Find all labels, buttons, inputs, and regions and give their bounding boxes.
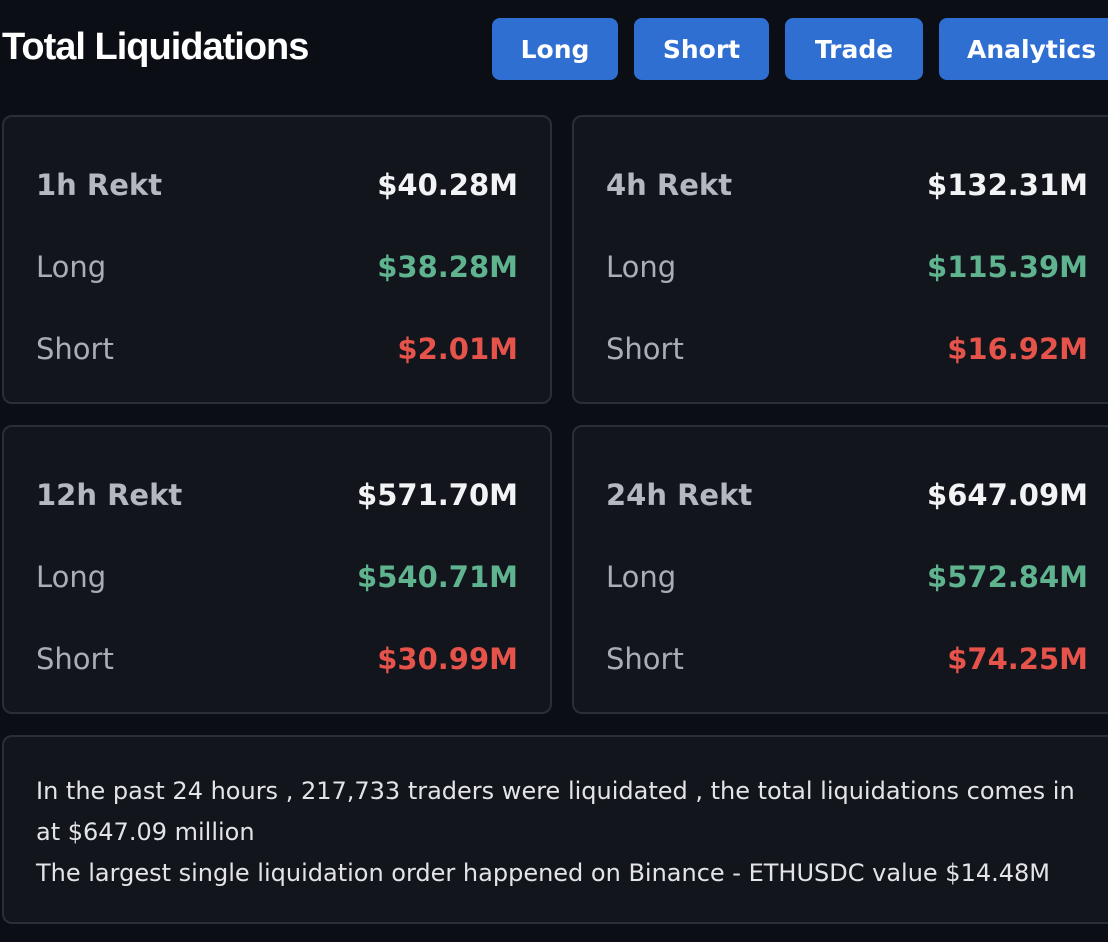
total-row: 24h Rekt $647.09M (606, 475, 1088, 515)
long-value: $540.71M (357, 560, 518, 594)
long-button[interactable]: Long (492, 18, 618, 80)
short-button[interactable]: Short (634, 18, 769, 80)
short-label: Short (36, 642, 114, 676)
rekt-card-4h: 4h Rekt $132.31M Long $115.39M Short $16… (572, 115, 1108, 404)
total-row: 12h Rekt $571.70M (36, 475, 518, 515)
rekt-card-24h: 24h Rekt $647.09M Long $572.84M Short $7… (572, 425, 1108, 714)
long-label: Long (606, 250, 677, 284)
summary-line-1: In the past 24 hours , 217,733 traders w… (36, 777, 1075, 846)
short-value: $74.25M (947, 642, 1088, 676)
short-value: $30.99M (377, 642, 518, 676)
period-label: 24h Rekt (606, 478, 753, 512)
total-row: 4h Rekt $132.31M (606, 165, 1088, 205)
short-value: $2.01M (397, 332, 518, 366)
total-value: $40.28M (377, 168, 518, 202)
total-value: $647.09M (927, 478, 1088, 512)
total-value: $571.70M (357, 478, 518, 512)
liquidation-summary: In the past 24 hours , 217,733 traders w… (2, 735, 1108, 924)
long-label: Long (36, 250, 107, 284)
long-row: Long $540.71M (36, 557, 518, 597)
period-label: 1h Rekt (36, 168, 163, 202)
total-row: 1h Rekt $40.28M (36, 165, 518, 205)
long-row: Long $38.28M (36, 247, 518, 287)
short-value: $16.92M (947, 332, 1088, 366)
short-label: Short (606, 332, 684, 366)
short-row: Short $16.92M (606, 329, 1088, 369)
summary-line-2: The largest single liquidation order hap… (36, 859, 1050, 887)
total-value: $132.31M (927, 168, 1088, 202)
short-row: Short $2.01M (36, 329, 518, 369)
short-label: Short (36, 332, 114, 366)
long-row: Long $572.84M (606, 557, 1088, 597)
long-label: Long (606, 560, 677, 594)
rekt-card-1h: 1h Rekt $40.28M Long $38.28M Short $2.01… (2, 115, 552, 404)
rekt-card-12h: 12h Rekt $571.70M Long $540.71M Short $3… (2, 425, 552, 714)
long-value: $115.39M (927, 250, 1088, 284)
trade-button[interactable]: Trade (785, 18, 923, 80)
page-title: Total Liquidations (2, 26, 309, 68)
short-row: Short $74.25M (606, 639, 1088, 679)
long-value: $38.28M (377, 250, 518, 284)
long-label: Long (36, 560, 107, 594)
analytics-button[interactable]: Analytics (939, 18, 1108, 80)
short-label: Short (606, 642, 684, 676)
long-row: Long $115.39M (606, 247, 1088, 287)
long-value: $572.84M (927, 560, 1088, 594)
period-label: 12h Rekt (36, 478, 183, 512)
short-row: Short $30.99M (36, 639, 518, 679)
period-label: 4h Rekt (606, 168, 733, 202)
